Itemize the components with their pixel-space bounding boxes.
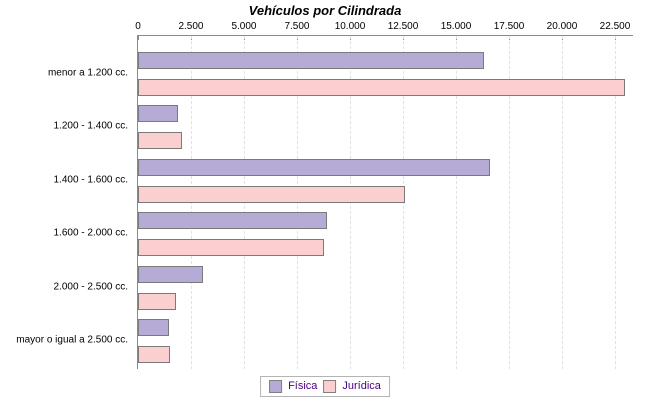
gridline: [508, 36, 510, 369]
legend-label-fisica: Física: [288, 380, 318, 392]
category-label: menor a 1.200 cc.: [47, 67, 128, 79]
x-tick-label: 2.500: [178, 21, 204, 32]
x-tick-label: 17.500: [493, 21, 525, 32]
x-tick-label: 0: [135, 21, 141, 32]
legend-swatch-fisica: [269, 380, 283, 393]
legend-label-juridica: Jurídica: [342, 380, 381, 392]
x-tick-label: 22.500: [599, 21, 631, 32]
category-label: mayor o igual a 2.500 cc.: [16, 334, 128, 346]
bar-juridica: [138, 79, 626, 96]
category-label: 1.600 - 2.000 cc.: [53, 227, 129, 239]
bar-juridica: [138, 293, 177, 310]
chart-title: Vehículos por Cilindrada: [248, 3, 402, 18]
x-tick-label: 7.500: [284, 21, 310, 32]
bar-fisica: [138, 266, 203, 283]
bar-juridica: [138, 186, 405, 203]
x-tick-label: 12.500: [387, 21, 419, 32]
x-tick-label: 20.000: [546, 21, 578, 32]
category-label: 2.000 - 2.500 cc.: [53, 281, 129, 293]
x-tick-label: 15.000: [440, 21, 472, 32]
x-tick-label: 5.000: [231, 21, 257, 32]
bar-fisica: [138, 52, 485, 69]
gridline: [614, 36, 616, 369]
bar-juridica: [138, 346, 170, 363]
bar-juridica: [138, 132, 183, 149]
x-tick-label: 10.000: [334, 21, 366, 32]
category-label: 1.400 - 1.600 cc.: [53, 174, 129, 186]
gridline: [455, 36, 457, 369]
x-tick-mark: [138, 36, 139, 40]
bar-juridica: [138, 239, 325, 256]
gridline: [561, 36, 563, 369]
legend: Física Jurídica: [260, 376, 390, 397]
legend-swatch-juridica: [323, 380, 337, 393]
bar-fisica: [138, 319, 169, 336]
bar-fisica: [138, 159, 490, 176]
plot-area: 0 2.500 5.000 7.500 10.000 12.500 15.000 17.500…: [135, 21, 633, 369]
bar-fisica: [138, 212, 327, 229]
bar-fisica: [138, 105, 179, 122]
category-axis: menor a 1.200 cc. 1.200 - 1.400 cc. 1.400 …: [0, 35, 131, 368]
category-label: 1.200 - 1.400 cc.: [53, 120, 129, 132]
